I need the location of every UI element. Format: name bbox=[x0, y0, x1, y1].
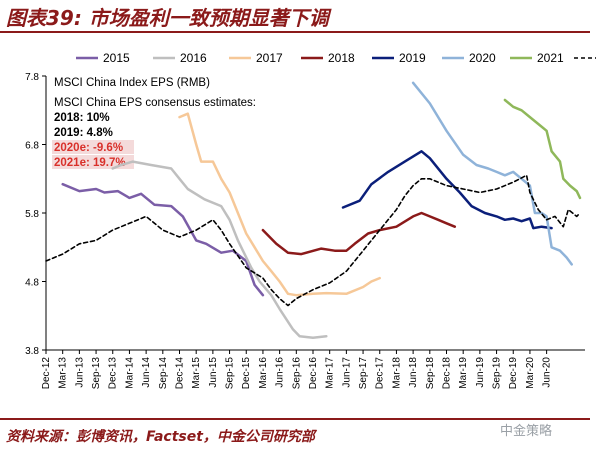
legend-label: 2020 bbox=[469, 51, 496, 65]
legend-label: 2018 bbox=[328, 51, 355, 65]
x-tick-label: Mar-14 bbox=[124, 357, 135, 389]
x-axis-ticks: Dec-12 Mar-13 Jun-13 Sep-13 Dec-13 Mar-14 Jun-… bbox=[41, 350, 553, 389]
y-tick-label: 3.8 bbox=[25, 346, 39, 357]
legend-item: 12m fwd bbox=[574, 57, 596, 59]
legend-label: 2021 bbox=[537, 51, 564, 65]
x-tick-label: Dec-19 bbox=[508, 357, 519, 390]
chart-series bbox=[45, 81, 582, 339]
annotation-text: 2021e: 19.7% bbox=[54, 157, 126, 169]
y-tick-label: 4.8 bbox=[25, 278, 39, 289]
series-line-2016 bbox=[111, 160, 328, 339]
x-tick-label: Jun-18 bbox=[408, 357, 419, 388]
source-note: 资料来源：彭博资讯，Factset，中金公司研究部 bbox=[6, 429, 315, 445]
x-tick-label: Mar-20 bbox=[525, 357, 536, 389]
x-tick-label: Dec-14 bbox=[174, 357, 185, 390]
x-tick-label: Jun-17 bbox=[341, 357, 352, 388]
series-line-2019 bbox=[341, 150, 553, 230]
legend-item: 2019 bbox=[372, 51, 426, 65]
series-line-2017 bbox=[178, 112, 381, 297]
x-tick-label: Sep-17 bbox=[358, 357, 369, 390]
x-tick-label: Jun-19 bbox=[475, 357, 486, 388]
x-tick-label: Mar-17 bbox=[325, 357, 336, 389]
x-tick-label: Sep-13 bbox=[91, 357, 102, 390]
x-tick-label: Dec-17 bbox=[375, 357, 386, 390]
annotation-text: MSCI China Index EPS (RMB) bbox=[54, 77, 210, 89]
legend-item: 2021 bbox=[510, 51, 564, 65]
footer-divider bbox=[0, 418, 590, 420]
y-tick-label: 6.8 bbox=[25, 141, 39, 152]
chart-legend: 2015 2016 2017 2018 2019 2020 2021 12m fwd bbox=[76, 51, 596, 65]
y-tick-label: 7.8 bbox=[25, 72, 39, 83]
legend-label: 2019 bbox=[399, 51, 426, 65]
chart-title: 图表39: 市场盈利一致预期显著下调 bbox=[6, 6, 329, 30]
legend-item: 2018 bbox=[301, 51, 355, 65]
x-tick-label: Dec-12 bbox=[41, 357, 52, 390]
x-tick-label: Mar-18 bbox=[391, 357, 402, 389]
series-line-2020 bbox=[411, 81, 573, 266]
x-tick-label: Jun-14 bbox=[141, 357, 152, 388]
x-tick-label: Sep-15 bbox=[225, 357, 236, 390]
annotation-text: MSCI China EPS consensus estimates: bbox=[54, 97, 256, 109]
series-line-2018 bbox=[261, 211, 457, 256]
annotation-text: 2019: 4.8% bbox=[54, 127, 113, 139]
x-tick-label: Sep-16 bbox=[291, 357, 302, 390]
x-tick-label: Mar-16 bbox=[258, 357, 269, 389]
legend-item: 2015 bbox=[76, 51, 130, 65]
x-tick-label: Sep-14 bbox=[158, 357, 169, 390]
annotation-highlight bbox=[52, 140, 134, 154]
watermark: 中金策略 bbox=[500, 424, 553, 439]
y-tick-label: 5.8 bbox=[25, 209, 39, 220]
x-tick-label: Dec-18 bbox=[441, 357, 452, 390]
legend-item: 2016 bbox=[153, 51, 207, 65]
legend-label: 2017 bbox=[256, 51, 283, 65]
title-divider bbox=[0, 31, 590, 33]
x-tick-label: Mar-15 bbox=[191, 357, 202, 389]
x-tick-label: Jun-20 bbox=[542, 357, 553, 388]
x-tick-label: Sep-19 bbox=[492, 357, 503, 390]
annotation-highlight bbox=[52, 155, 134, 169]
x-tick-label: Jun-13 bbox=[74, 357, 85, 388]
chart-annotations: MSCI China Index EPS (RMB) MSCI China EPS… bbox=[52, 77, 256, 169]
series-line-2015 bbox=[61, 182, 265, 297]
x-tick-label: Mar-13 bbox=[58, 357, 69, 389]
x-tick-label: Dec-16 bbox=[308, 357, 319, 390]
x-tick-label: Sep-18 bbox=[425, 357, 436, 390]
y-axis-ticks: 3.8 4.8 5.8 6.8 7.8 bbox=[25, 72, 46, 357]
x-tick-label: Jun-15 bbox=[208, 357, 219, 388]
annotation-text: 2018: 10% bbox=[54, 112, 110, 124]
legend-item: 2020 bbox=[442, 51, 496, 65]
legend-label: 2015 bbox=[103, 51, 130, 65]
x-tick-label: Dec-13 bbox=[108, 357, 119, 390]
x-tick-label: Dec-15 bbox=[241, 357, 252, 390]
legend-label: 2016 bbox=[180, 51, 207, 65]
x-tick-label: Mar-19 bbox=[458, 357, 469, 389]
x-tick-label: Jun-16 bbox=[275, 357, 286, 388]
eps-line-chart: 2015 2016 2017 2018 2019 2020 2021 12m fwd 3.8 4… bbox=[25, 51, 596, 389]
series-line-12m-fwd bbox=[45, 174, 581, 307]
series-line-2021 bbox=[503, 98, 582, 200]
annotation-text: 2020e: -9.6% bbox=[54, 142, 123, 154]
chart-axes bbox=[45, 76, 585, 351]
legend-item: 2017 bbox=[229, 51, 283, 65]
